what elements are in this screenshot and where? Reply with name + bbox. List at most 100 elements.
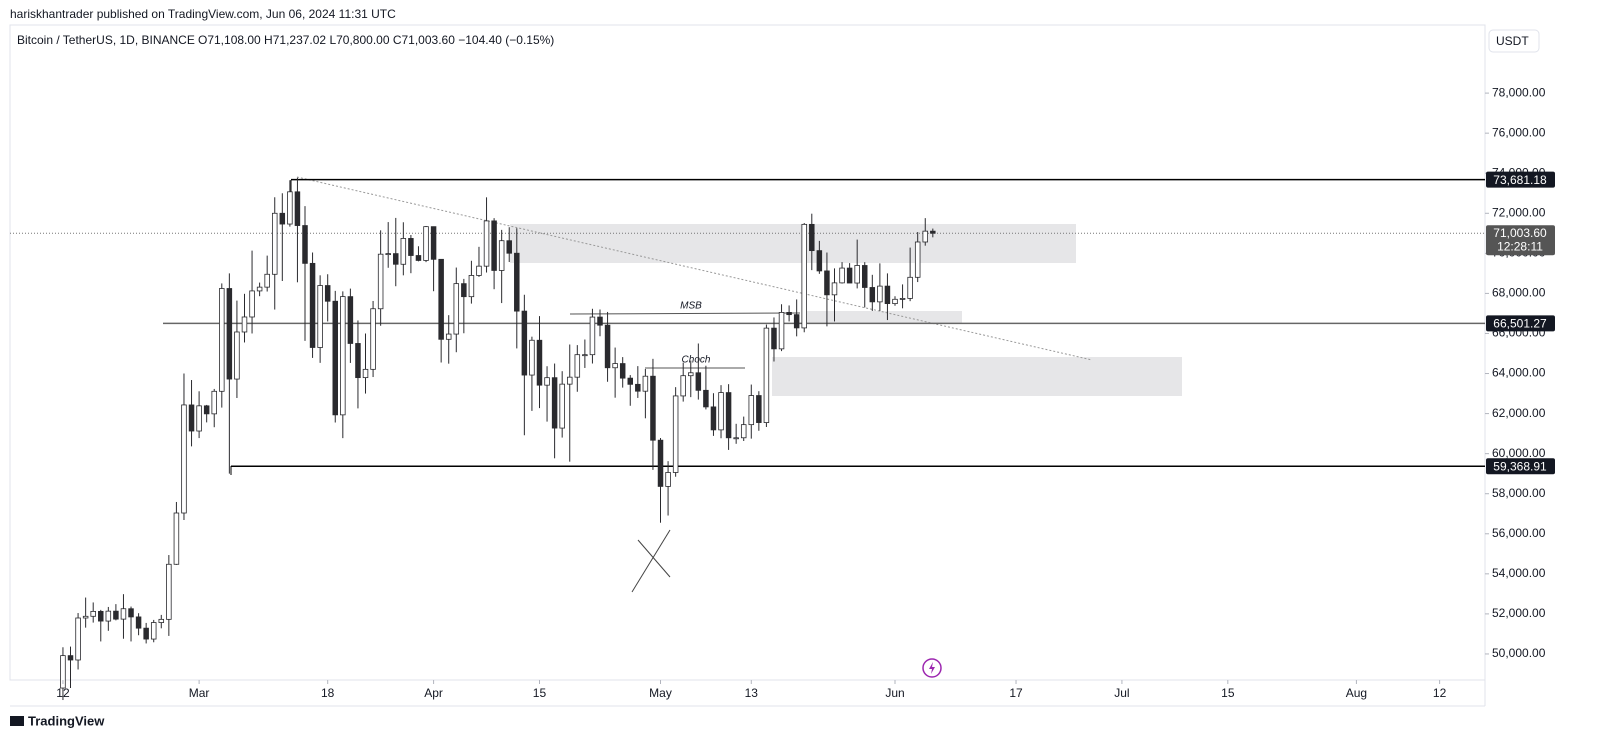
candle-body (506, 240, 512, 254)
candle-body (302, 225, 308, 264)
candle-body (793, 314, 800, 329)
x-tick-label: Mar (189, 686, 210, 700)
candle-body (82, 615, 89, 619)
y-tick-label: 60,000.00 (1492, 446, 1546, 460)
candle-body (665, 472, 671, 487)
candle-body (710, 406, 717, 431)
candle-body (377, 253, 384, 310)
y-tick-label: 58,000.00 (1492, 486, 1546, 500)
candle-body (279, 212, 286, 225)
x-tick-label: 13 (745, 686, 759, 700)
candle-body (627, 377, 634, 385)
candle-body (166, 563, 172, 620)
candle-body (619, 363, 626, 379)
candle-body (688, 372, 694, 377)
candle-body (188, 404, 195, 432)
candle-body (763, 327, 770, 423)
candle-body (105, 610, 112, 622)
candle-body (393, 253, 399, 265)
ohlc-summary: O71,108.00 H71,237.02 L70,800.00 C71,003… (198, 33, 554, 47)
candle-body (219, 288, 225, 392)
candle-body (249, 290, 255, 318)
candle-body (271, 212, 278, 275)
cross-mark (631, 529, 671, 593)
candle-body (877, 285, 883, 303)
candle-body (672, 395, 679, 473)
candle-body (635, 383, 641, 392)
candle-body (922, 230, 929, 243)
zone (510, 224, 1076, 263)
zone (806, 311, 962, 324)
candle-body (415, 255, 422, 261)
candle-body (703, 389, 709, 408)
zone (772, 357, 1182, 396)
candle-body (143, 627, 149, 640)
candle-body (181, 404, 187, 514)
candle-body (809, 223, 815, 252)
y-tick-label: 72,000.00 (1492, 205, 1546, 219)
y-tick-label: 50,000.00 (1492, 646, 1546, 660)
candle-body (370, 308, 376, 370)
candle-body (604, 324, 611, 369)
candle-body (347, 296, 354, 344)
candle-body (98, 610, 104, 622)
candle-body (309, 262, 316, 348)
x-tick-label: Aug (1346, 686, 1367, 700)
y-tick-label: 76,000.00 (1492, 125, 1546, 139)
y-tick-label: 54,000.00 (1492, 566, 1546, 580)
candle-body (718, 392, 724, 431)
price-label-bg (1486, 315, 1555, 332)
candle-body (831, 282, 838, 296)
candle-body (846, 267, 853, 284)
candle-body (430, 226, 437, 260)
x-tick-label: May (649, 686, 672, 700)
x-tick-label: 18 (321, 686, 335, 700)
footer-brand: TradingView (28, 713, 105, 728)
candle-body (733, 437, 739, 440)
candle-body (211, 390, 217, 415)
candle-body (203, 405, 210, 415)
candle-body (158, 618, 165, 623)
candle-body (461, 283, 467, 298)
candle-body (559, 383, 565, 429)
currency-button[interactable] (1488, 29, 1540, 53)
candle-body (476, 265, 482, 276)
x-tick-label: Jun (885, 686, 904, 700)
candle-body (340, 296, 346, 416)
x-tick-label: 12 (56, 686, 70, 700)
y-tick-label: 78,000.00 (1492, 85, 1546, 99)
price-label-bg (1486, 171, 1555, 188)
candle-body (824, 270, 830, 296)
candle-body (861, 265, 868, 288)
candle-body (514, 252, 520, 312)
candle-body (498, 240, 505, 271)
candle-body (113, 610, 119, 620)
candle-body (408, 238, 414, 256)
candle-body (884, 285, 891, 305)
candle-body (294, 191, 301, 226)
price-label-bg (1486, 458, 1555, 475)
candle-body (521, 310, 528, 376)
candle-body (241, 316, 248, 333)
candle-body (445, 333, 452, 340)
candle-body (150, 622, 157, 640)
candle-body (914, 241, 921, 278)
candle-body (196, 405, 202, 432)
candle-body (355, 343, 361, 379)
candle-body (740, 424, 747, 439)
currency[interactable]: USDT (1496, 34, 1529, 48)
candle-body (438, 258, 444, 340)
candle-body (816, 250, 823, 272)
candle-body (650, 375, 656, 441)
candle-body (930, 230, 936, 234)
annotation: Choch (682, 355, 711, 366)
price-label: 73,681.18 (1493, 173, 1547, 187)
publisher: hariskhantrader published on TradingView… (10, 7, 396, 21)
x-tick-label: 15 (1221, 686, 1235, 700)
event-icon-bolt (929, 662, 935, 674)
candle-body (657, 439, 664, 487)
candle-body (551, 377, 558, 429)
y-tick-label: 52,000.00 (1492, 606, 1546, 620)
countdown: 12:28:11 (1497, 239, 1543, 253)
